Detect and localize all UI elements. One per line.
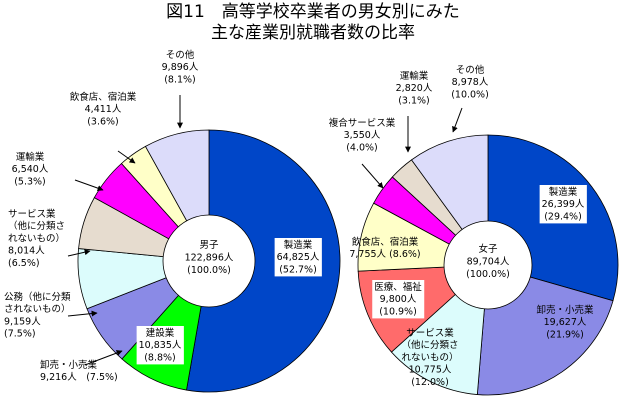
pie-center-label: 男子 122,896人(100.0%) — [185, 240, 234, 276]
slice-label-1-5: サービス業（他に分類されないもの） 8,014人(6.5%) — [8, 208, 91, 269]
slice-label-1-7: 飲食店、宿泊業 4,411人(3.6%) — [70, 91, 137, 164]
chart-title: 図11 高等学校卒業者の男女別にみた 主な産業別就職者数の比率 — [0, 2, 626, 44]
slice-label-1-2: 建設業 10,835人(8.8%) — [136, 326, 184, 365]
slice-label-1-4: 公務（他に分類されないもの） 9,159人(7.5%) — [4, 291, 98, 340]
pie-chart-1: 男子 122,896人(100.0%) 製造業 64,825人(52.7%) 建設業 10… — [4, 49, 341, 393]
slice-label-2-4: 医療、福祉 9,800人(10.9%) — [372, 280, 425, 319]
slice-label-2-5: 飲食店、宿泊業 7,755人 (8.6%) — [349, 236, 420, 260]
slice-label-1-3: 卸売・小売業 9,216人 (7.5%) — [40, 350, 123, 383]
svg-text:医療、福祉9,800人(10.9%): 医療、福祉 9,800人(10.9%) — [374, 281, 422, 317]
pie-center-label: 女子 89,704人(100.0%) — [466, 243, 510, 280]
slice-label-2-2: 卸売・小売業 19,627人(21.9%) — [536, 304, 594, 340]
pie-center-hole — [162, 214, 256, 308]
slice-label-1-6: 運輸業 6,540人(5.3%) — [12, 151, 104, 192]
svg-text:サービス業（他に分類されないもの）10,775人(12.0%: サービス業（他に分類されないもの） 10,775人(12.0%) — [401, 327, 458, 388]
pie-chart-2: 女子 89,704人(100.0%) 製造業 26,399人(29.4%) 卸売・小売業… — [329, 64, 619, 396]
svg-text:公務（他に分類されないもの）9,159人(7.5%): 公務（他に分類されないもの） 9,159人(7.5%) — [4, 291, 71, 340]
slice-label-2-7: 運輸業 2,820人(3.1%) — [396, 70, 433, 153]
svg-text:サービス業（他に分類されないもの）8,014人(6.5%): サービス業（他に分類されないもの） 8,014人(6.5%) — [8, 208, 65, 269]
slice-label-2-3: サービス業（他に分類されないもの） 10,775人(12.0%) — [401, 327, 458, 388]
chart-title-line1: 図11 高等学校卒業者の男女別にみた — [166, 2, 460, 22]
pie-center-hole — [443, 220, 533, 310]
slice-label-1-8: その他 9,896人(8.1%) — [162, 49, 199, 129]
slice-label-1-1: 製造業 64,825人(52.7%) — [274, 238, 322, 277]
pie-slice-1-1 — [186, 129, 341, 393]
slice-label-2-6: 複合サービス業 3,550人(4.0%) — [329, 117, 396, 189]
chart-title-line2: 主な産業別就職者数の比率 — [211, 23, 415, 43]
slice-label-2-1: 製造業 26,399人(29.4%) — [539, 185, 587, 224]
slice-label-2-8: その他 8,978人(10.0%) — [451, 64, 489, 133]
